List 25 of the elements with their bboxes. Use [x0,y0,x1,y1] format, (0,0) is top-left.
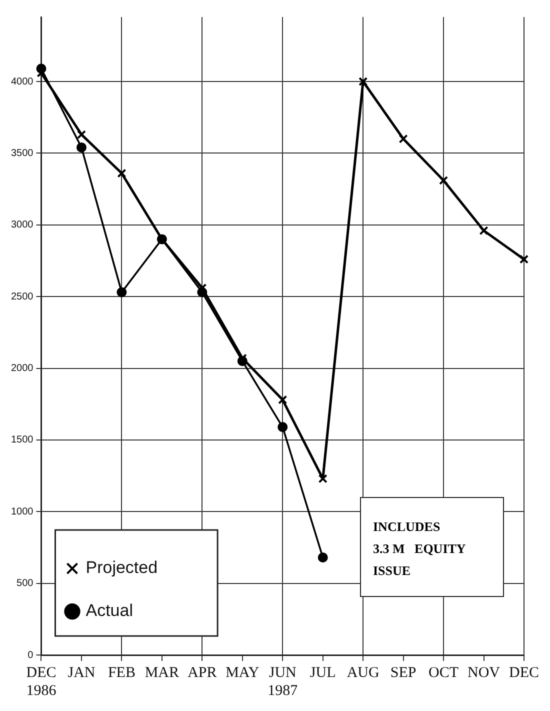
y-tick-label: 2000 [10,363,34,374]
y-tick-label: 0 [28,650,34,661]
x-tick-label: SEP [390,664,416,681]
x-tick-label: MAR [144,664,180,681]
y-tick-label: 3500 [10,148,34,159]
y-tick-label: 2500 [10,291,34,302]
y-tick-label: 1000 [10,506,34,518]
legend-label: Projected [86,558,158,578]
y-tick-label: 500 [16,578,34,590]
x-tick-label: NOV [468,664,500,681]
note-box: INCLUDES 3.3 M EQUITY ISSUE [360,497,504,597]
legend-label: Actual [86,601,133,620]
x-tick-label: JAN [68,664,96,681]
x-tick-label: JUL [310,664,336,681]
x-tick-label: DEC [509,664,539,681]
x-tick-label: JUN 1987 [268,664,298,699]
y-tick-label: 1500 [10,434,34,446]
x-tick-label: OCT [428,664,459,681]
y-tick-label: 4000 [10,76,34,88]
x-tick-label: FEB [108,664,136,681]
x-tick-label: DEC 1986 [26,664,57,699]
x-tick-label: AUG [346,664,380,681]
x-tick-label: MAY [226,664,260,681]
y-tick-label: 3000 [10,220,34,231]
x-tick-label: APR [188,664,217,681]
